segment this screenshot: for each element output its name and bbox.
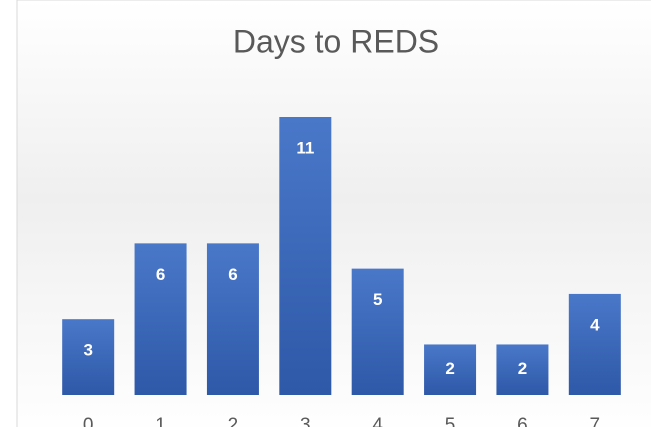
data-label: 4 [590, 315, 600, 334]
bar [351, 268, 404, 395]
chart-title: Days to REDS [233, 23, 439, 59]
x-tick-label: 6 [517, 415, 528, 427]
data-label: 6 [228, 265, 237, 284]
x-tick-label: 5 [445, 415, 456, 427]
bar [279, 117, 332, 395]
data-label: 6 [156, 265, 165, 284]
x-tick-label: 3 [300, 415, 311, 427]
bar [134, 243, 187, 395]
data-label: 5 [373, 290, 382, 309]
x-tick-label: 4 [372, 415, 383, 427]
data-label: 2 [518, 359, 527, 378]
bar [568, 293, 621, 395]
x-tick-label: 0 [83, 415, 94, 427]
bar [424, 344, 477, 395]
x-tick-label: 7 [590, 415, 601, 427]
data-label: 11 [296, 138, 314, 157]
data-label: 3 [83, 341, 92, 360]
bar [496, 344, 549, 395]
x-tick-label: 1 [155, 415, 166, 427]
data-label: 2 [445, 359, 454, 378]
bar [62, 319, 115, 395]
x-tick-label: 2 [228, 415, 239, 427]
bar [206, 243, 259, 395]
